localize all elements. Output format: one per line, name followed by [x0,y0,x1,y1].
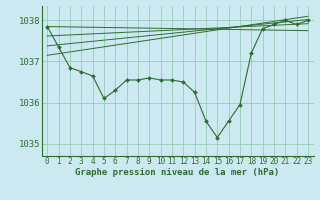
X-axis label: Graphe pression niveau de la mer (hPa): Graphe pression niveau de la mer (hPa) [76,168,280,177]
